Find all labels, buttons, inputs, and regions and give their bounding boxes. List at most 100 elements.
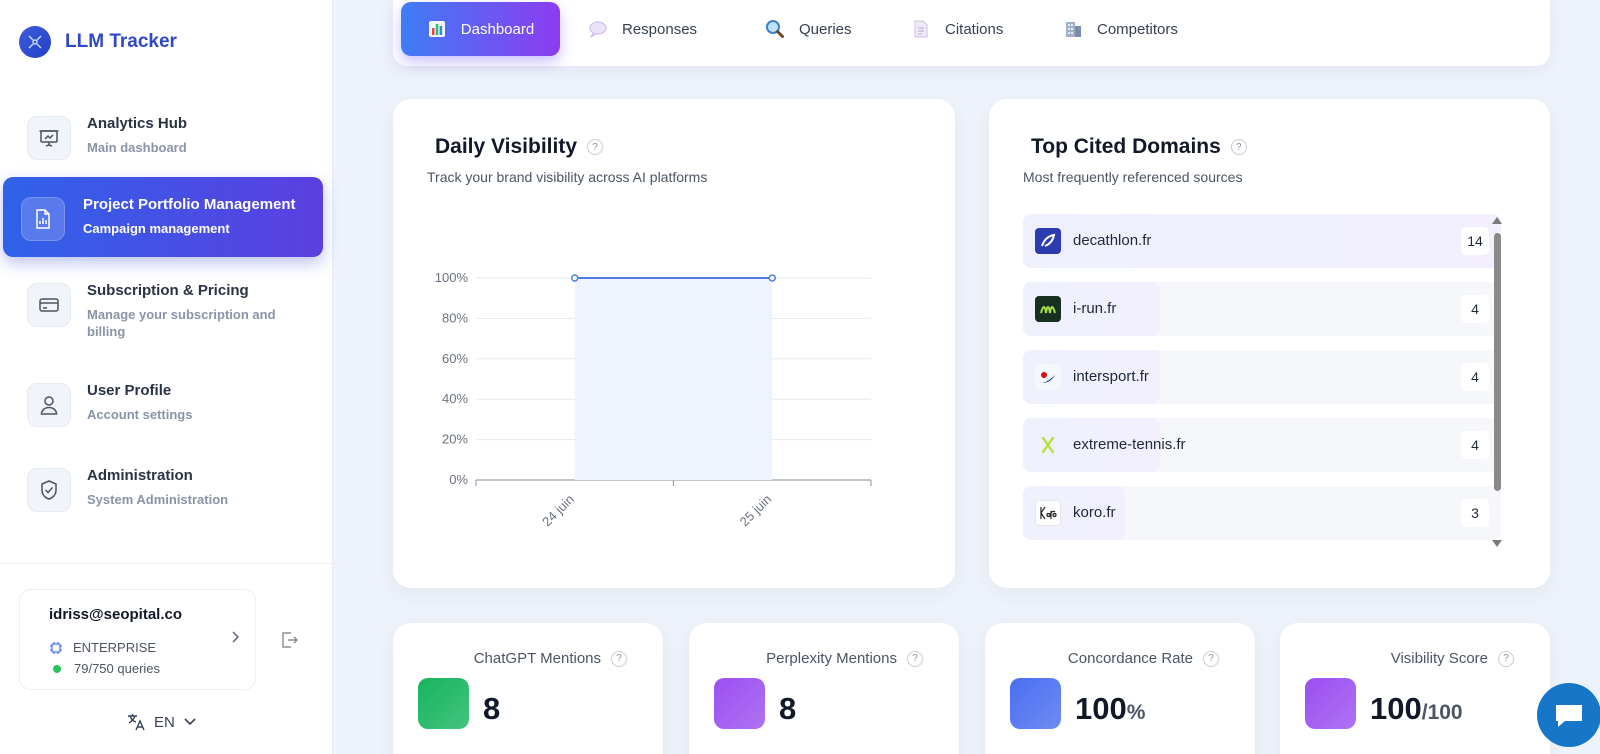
stat-color-square — [1010, 678, 1061, 729]
stat-card-concordance-rate: Concordance Rate ? 100% — [985, 623, 1255, 754]
sidebar-item-subscription[interactable]: Subscription & Pricing Manage your subsc… — [3, 263, 323, 343]
logout-icon — [282, 632, 299, 648]
domain-list: decathlon.fr 14 i-run.fr 4 intersport.fr… — [1023, 214, 1501, 554]
card-subtitle: Most frequently referenced sources — [1023, 169, 1243, 185]
brand[interactable]: LLM Tracker — [19, 26, 177, 58]
card-title-text: Top Cited Domains — [1031, 135, 1221, 158]
stat-value: 8 — [483, 691, 500, 727]
building-icon — [1063, 19, 1083, 39]
help-icon[interactable]: ? — [587, 139, 604, 155]
domain-bar — [1023, 214, 1501, 268]
domain-name: i-run.fr — [1073, 300, 1117, 317]
chevron-down-icon — [184, 718, 196, 726]
language-label: EN — [154, 713, 175, 731]
domain-row[interactable]: i-run.fr 4 — [1023, 282, 1501, 336]
sidebar-item-title: Project Portfolio Management — [83, 196, 296, 213]
stat-color-square — [714, 678, 765, 729]
help-icon[interactable]: ? — [1230, 139, 1247, 155]
stat-value-number: 100 — [1370, 691, 1422, 726]
sidebar-item-subtitle: Campaign management — [83, 221, 230, 236]
card-title: Top Cited Domains ? — [1031, 135, 1247, 159]
chat-widget-button[interactable] — [1537, 683, 1600, 747]
stat-label: Concordance Rate ? — [1068, 650, 1219, 667]
tab-citations[interactable]: Citations — [911, 2, 1003, 56]
top-cited-domains-card: Top Cited Domains ? Most frequently refe… — [989, 99, 1550, 588]
language-selector[interactable]: EN — [126, 712, 197, 732]
stat-value-number: 8 — [483, 691, 501, 726]
tab-label: Citations — [945, 20, 1004, 38]
scroll-thumb[interactable] — [1494, 233, 1501, 491]
i-run-logo-icon — [1035, 296, 1061, 322]
domain-count: 4 — [1461, 295, 1489, 323]
stat-label-text: ChatGPT Mentions — [473, 650, 601, 667]
help-icon[interactable]: ? — [611, 650, 627, 667]
sidebar-item-project-portfolio[interactable]: Project Portfolio Management Campaign ma… — [3, 177, 323, 257]
account-plan: ENTERPRISE — [49, 640, 156, 655]
shield-check-icon — [27, 468, 71, 512]
account-quota-label: 79/750 queries — [74, 661, 161, 676]
sidebar-item-user-profile[interactable]: User Profile Account settings — [3, 363, 323, 443]
sidebar-item-title: Subscription & Pricing — [87, 282, 249, 299]
chip-icon — [50, 641, 62, 654]
intersport-logo-icon — [1035, 364, 1061, 390]
help-icon[interactable]: ? — [907, 650, 923, 667]
domain-list-scrollbar[interactable] — [1491, 215, 1503, 549]
domain-row[interactable]: decathlon.fr 14 — [1023, 214, 1501, 268]
stat-card-chatgpt-mentions: ChatGPT Mentions ? 8 — [393, 623, 663, 754]
stat-label-text: Visibility Score — [1390, 650, 1488, 667]
tab-responses[interactable]: Responses — [588, 2, 697, 56]
stat-value: 100% — [1075, 691, 1145, 727]
y-tick-label: 0% — [449, 472, 468, 487]
x-tick-label: 24 juin — [539, 492, 577, 530]
account-email: idriss@seopital.co — [49, 606, 183, 623]
sidebar-item-subtitle: Manage your subscription and billing — [87, 307, 276, 339]
visibility-chart: 0% 20% 40% 60% 80% 100% 24 juin 25 juin — [435, 270, 872, 530]
y-tick-label: 60% — [442, 351, 468, 366]
chat-icon — [1556, 705, 1582, 727]
stat-value-number: 100 — [1075, 691, 1127, 726]
card-subtitle: Track your brand visibility across AI pl… — [427, 169, 708, 185]
domain-row[interactable]: koro.fr 3 — [1023, 486, 1501, 540]
scroll-up-icon[interactable] — [1491, 215, 1503, 225]
sidebar-divider — [0, 563, 333, 564]
domain-count: 4 — [1461, 431, 1489, 459]
stat-unit: % — [1126, 701, 1146, 724]
domain-row[interactable]: intersport.fr 4 — [1023, 350, 1501, 404]
stat-color-square — [418, 678, 469, 729]
stat-label-text: Concordance Rate — [1067, 650, 1193, 667]
translate-icon — [128, 714, 145, 731]
stat-card-visibility-score: Visibility Score ? 100/100 — [1280, 623, 1550, 754]
domain-row[interactable]: extreme-tennis.fr 4 — [1023, 418, 1501, 472]
data-point — [571, 274, 579, 282]
sidebar: LLM Tracker Analytics Hub Main dashboard… — [0, 0, 333, 754]
credit-card-icon — [27, 283, 71, 327]
scroll-down-icon[interactable] — [1491, 539, 1503, 549]
brand-name: LLM Tracker — [65, 31, 177, 52]
tab-label: Queries — [799, 20, 852, 38]
help-icon[interactable]: ? — [1498, 650, 1514, 667]
stat-label-text: Perplexity Mentions — [766, 650, 897, 667]
domain-bar — [1023, 418, 1160, 472]
tab-competitors[interactable]: Competitors — [1063, 2, 1178, 56]
chevron-right-icon[interactable] — [229, 630, 241, 649]
domain-count: 14 — [1461, 227, 1489, 255]
extreme-tennis-logo-icon — [1035, 432, 1061, 458]
logout-button[interactable] — [276, 627, 302, 653]
status-dot — [53, 664, 61, 673]
help-icon[interactable]: ? — [1203, 650, 1219, 667]
domain-name: intersport.fr — [1073, 368, 1149, 385]
sidebar-item-analytics-hub[interactable]: Analytics Hub Main dashboard — [3, 96, 323, 176]
account-card[interactable]: idriss@seopital.co ENTERPRISE 79/750 que… — [19, 589, 256, 690]
account-quota: 79/750 queries — [49, 661, 160, 676]
report-document-icon — [21, 197, 65, 241]
speech-bubble-icon — [588, 19, 608, 39]
bar-chart-icon — [427, 19, 447, 39]
sidebar-item-subtitle: Account settings — [87, 407, 193, 422]
series-area — [574, 278, 773, 480]
presentation-board-icon — [27, 116, 71, 160]
card-title: Daily Visibility ? — [435, 135, 604, 159]
tab-queries[interactable]: Queries — [765, 2, 852, 56]
sidebar-item-administration[interactable]: Administration System Administration — [3, 448, 323, 528]
sidebar-item-title: User Profile — [87, 382, 172, 399]
tab-dashboard[interactable]: Dashboard — [401, 2, 560, 56]
